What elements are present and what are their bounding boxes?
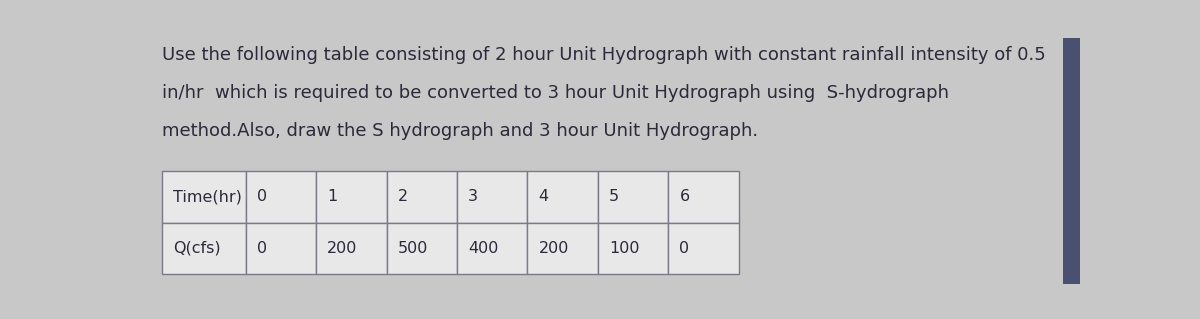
Bar bbox=[246, 171, 317, 223]
Text: 0: 0 bbox=[257, 241, 268, 256]
Text: 3: 3 bbox=[468, 189, 478, 204]
Bar bbox=[1063, 38, 1080, 284]
Bar bbox=[386, 171, 457, 223]
Text: Time(hr): Time(hr) bbox=[173, 189, 242, 204]
Text: 200: 200 bbox=[539, 241, 569, 256]
Text: 1: 1 bbox=[328, 189, 337, 204]
Text: 500: 500 bbox=[397, 241, 428, 256]
Bar bbox=[598, 171, 668, 223]
Text: Q(cfs): Q(cfs) bbox=[173, 241, 221, 256]
Text: in/hr  which is required to be converted to 3 hour Unit Hydrograph using  S-hydr: in/hr which is required to be converted … bbox=[162, 84, 949, 102]
Bar bbox=[457, 223, 528, 274]
Text: 400: 400 bbox=[468, 241, 498, 256]
Bar bbox=[668, 223, 739, 274]
Text: 6: 6 bbox=[679, 189, 690, 204]
Bar bbox=[162, 171, 246, 223]
Text: Use the following table consisting of 2 hour Unit Hydrograph with constant rainf: Use the following table consisting of 2 … bbox=[162, 46, 1046, 64]
Text: 0: 0 bbox=[257, 189, 268, 204]
Text: 4: 4 bbox=[539, 189, 548, 204]
Bar bbox=[528, 171, 598, 223]
Text: 0: 0 bbox=[679, 241, 690, 256]
Text: 2: 2 bbox=[397, 189, 408, 204]
Bar bbox=[457, 171, 528, 223]
Bar bbox=[386, 223, 457, 274]
Bar bbox=[246, 223, 317, 274]
Text: 200: 200 bbox=[328, 241, 358, 256]
Bar bbox=[598, 223, 668, 274]
Bar bbox=[317, 171, 386, 223]
Text: 5: 5 bbox=[610, 189, 619, 204]
Text: method.Also, draw the S hydrograph and 3 hour Unit Hydrograph.: method.Also, draw the S hydrograph and 3… bbox=[162, 122, 758, 140]
Bar bbox=[162, 223, 246, 274]
Bar bbox=[668, 171, 739, 223]
Text: 100: 100 bbox=[610, 241, 640, 256]
Bar bbox=[317, 223, 386, 274]
Bar bbox=[528, 223, 598, 274]
